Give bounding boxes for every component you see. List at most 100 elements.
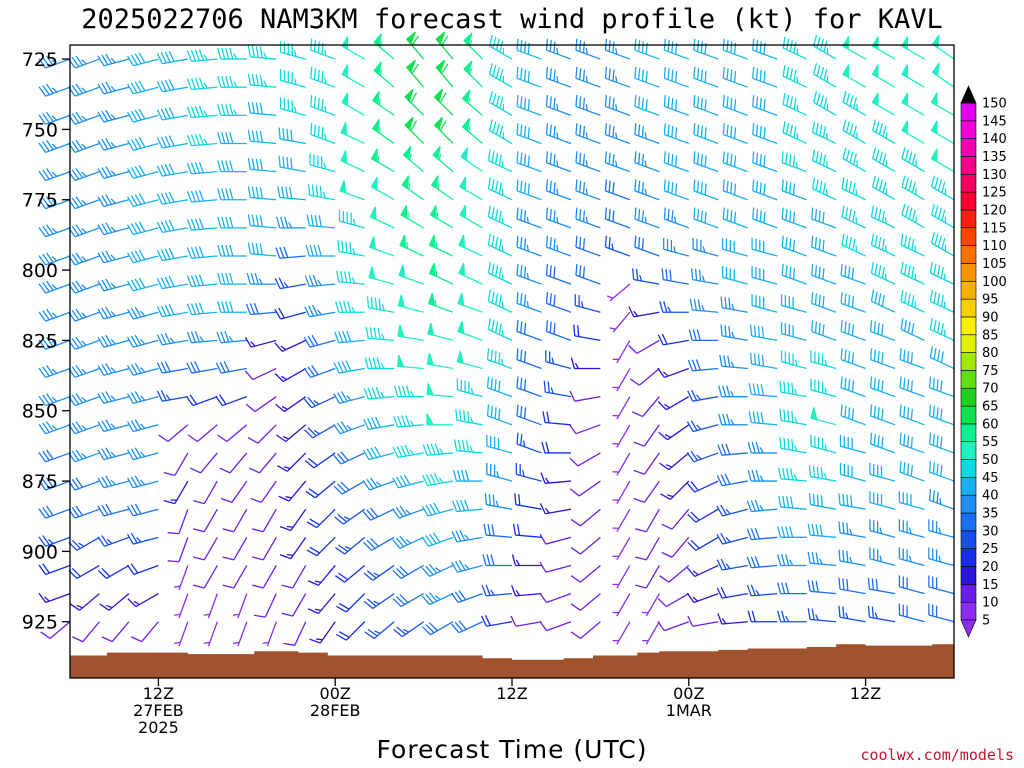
barb-flag	[259, 46, 263, 58]
barb-pennant	[930, 120, 938, 135]
barb-flag	[352, 248, 356, 255]
wind-barb	[245, 396, 277, 413]
barb-flag	[939, 498, 942, 505]
barb-flag	[492, 494, 495, 507]
barb-flag	[585, 76, 588, 83]
wind-barb	[642, 621, 660, 645]
barb-flag	[410, 92, 418, 103]
wind-barb	[97, 535, 130, 547]
wind-barb	[838, 493, 866, 510]
barb-flag	[105, 447, 113, 458]
barb-flag	[759, 210, 762, 222]
wind-barb	[871, 147, 896, 173]
barb-flag	[217, 272, 222, 285]
wind-barb	[901, 36, 925, 60]
barb-pennant	[435, 31, 446, 46]
barb-pennant	[459, 205, 467, 219]
barb-flag	[608, 152, 611, 165]
barb-flag	[818, 210, 821, 222]
wind-barb	[362, 507, 395, 521]
barb-staff	[810, 590, 837, 595]
barb-staff	[133, 339, 159, 348]
wind-barb	[38, 196, 71, 210]
barb-flag	[259, 215, 263, 227]
barb-flag	[718, 385, 723, 397]
barb-staff	[290, 508, 307, 531]
wind-barb	[901, 92, 925, 116]
wind-barb	[430, 175, 454, 201]
barb-flag	[752, 151, 755, 163]
barb-flag	[336, 422, 345, 433]
barb-flag	[38, 424, 47, 435]
barb-flag	[807, 551, 811, 564]
barb-pennant	[842, 64, 850, 79]
barb-flag	[495, 265, 499, 277]
barb-flag	[405, 539, 412, 544]
barb-flag	[906, 379, 910, 391]
barb-flag	[790, 468, 794, 480]
barb-staff	[286, 452, 307, 472]
barb-flag	[44, 596, 50, 602]
barb-flag	[634, 123, 637, 135]
barb-flag	[340, 421, 349, 432]
barb-staff	[616, 508, 631, 533]
barb-flag	[723, 355, 727, 367]
barb-flag	[752, 383, 756, 395]
barb-staff	[693, 77, 719, 88]
barb-flag	[851, 380, 855, 392]
barb-flag	[520, 40, 523, 52]
barb-flag	[754, 499, 760, 511]
barb-flag	[700, 210, 703, 222]
wind-barb	[404, 116, 425, 144]
barb-flag	[731, 331, 735, 339]
barb-flag	[81, 115, 87, 121]
barb-flag	[366, 296, 370, 308]
barb-flag	[344, 546, 352, 550]
barb-flag	[374, 446, 382, 457]
barb-staff	[45, 142, 71, 153]
barb-flag	[704, 211, 707, 224]
barb-staff	[634, 49, 660, 60]
barb-flag	[761, 354, 765, 367]
barb-flag	[101, 167, 109, 178]
barb-flag	[434, 595, 441, 601]
barb-flag	[305, 490, 316, 499]
barb-staff	[45, 283, 71, 294]
barb-staff	[338, 250, 365, 257]
barb-staff	[45, 227, 71, 238]
wind-barb	[174, 621, 189, 647]
wind-barb	[275, 396, 307, 413]
barb-flag	[704, 127, 707, 139]
x-tick-label: 2025	[138, 718, 179, 737]
barb-staff	[616, 565, 631, 589]
barb-flag	[753, 325, 757, 337]
barb-flag	[160, 192, 167, 204]
barb-flag	[38, 58, 47, 69]
barb-flag	[748, 411, 752, 423]
barb-flag	[873, 349, 876, 362]
barb-pennant	[427, 322, 435, 337]
wind-barb	[421, 621, 454, 636]
wind-barb	[930, 148, 955, 173]
barb-flag	[523, 154, 527, 166]
barb-flag	[812, 465, 816, 478]
barb-flag	[869, 376, 873, 388]
barb-flag	[367, 387, 373, 399]
barb-staff	[752, 162, 778, 173]
barb-staff	[693, 133, 719, 145]
colorbar-label: 30	[982, 524, 999, 539]
wind-barb	[97, 306, 130, 320]
wind-barb	[545, 151, 572, 173]
barb-flag	[396, 476, 403, 488]
barb-staff	[722, 248, 748, 257]
barb-flag	[370, 477, 378, 488]
barb-flag	[667, 124, 670, 136]
barb-flag	[556, 104, 559, 111]
barb-staff	[368, 452, 395, 461]
barb-flag	[186, 275, 193, 287]
barb-flag	[337, 392, 344, 403]
barb-flag	[733, 183, 737, 195]
barb-flag	[816, 93, 821, 105]
barb-flag	[720, 296, 723, 308]
barb-pennant	[370, 148, 378, 163]
